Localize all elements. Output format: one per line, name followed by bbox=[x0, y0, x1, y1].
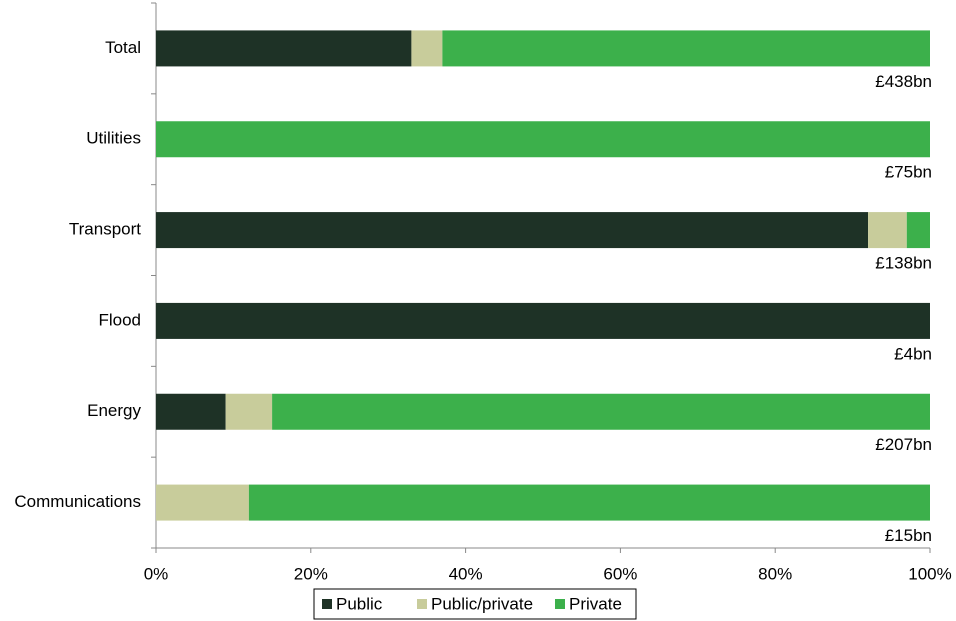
bar-segment bbox=[868, 212, 907, 249]
y-tick-label: Energy bbox=[87, 401, 141, 420]
annotation: £138bn bbox=[875, 254, 932, 273]
y-tick-label: Utilities bbox=[86, 129, 141, 148]
y-tick-label: Communications bbox=[14, 492, 141, 511]
annotation: £4bn bbox=[894, 344, 932, 363]
x-tick-label: 40% bbox=[449, 564, 483, 583]
bar-segment bbox=[156, 212, 869, 249]
legend-swatch bbox=[555, 599, 565, 609]
x-tick-label: 100% bbox=[908, 564, 951, 583]
y-tick-label: Total bbox=[105, 38, 141, 57]
bar-segment bbox=[272, 393, 931, 430]
annotation: £15bn bbox=[885, 526, 932, 545]
legend-label: Public/private bbox=[431, 594, 533, 613]
bar-segment bbox=[248, 484, 930, 521]
bar-segment bbox=[906, 212, 930, 249]
x-tick-label: 0% bbox=[144, 564, 169, 583]
y-tick-label: Transport bbox=[69, 220, 141, 239]
legend-label: Private bbox=[569, 594, 622, 613]
bar-segment bbox=[225, 393, 273, 430]
legend-box bbox=[313, 588, 637, 620]
annotation: £438bn bbox=[875, 72, 932, 91]
bar-segment bbox=[156, 302, 930, 339]
annotation: £75bn bbox=[885, 163, 932, 182]
bar-segment bbox=[411, 30, 443, 67]
annotation: £207bn bbox=[875, 435, 932, 454]
x-tick-label: 80% bbox=[758, 564, 792, 583]
bar-segment bbox=[156, 121, 930, 158]
bar-segment bbox=[442, 30, 930, 67]
legend-swatch bbox=[417, 599, 427, 609]
bar-segment bbox=[156, 484, 249, 521]
y-tick-label: Flood bbox=[98, 310, 141, 329]
bar-segment bbox=[156, 30, 412, 67]
x-tick-label: 60% bbox=[603, 564, 637, 583]
x-tick-label: 20% bbox=[294, 564, 328, 583]
legend-swatch bbox=[322, 599, 332, 609]
bar-segment bbox=[156, 393, 226, 430]
legend-label: Public bbox=[336, 594, 383, 613]
